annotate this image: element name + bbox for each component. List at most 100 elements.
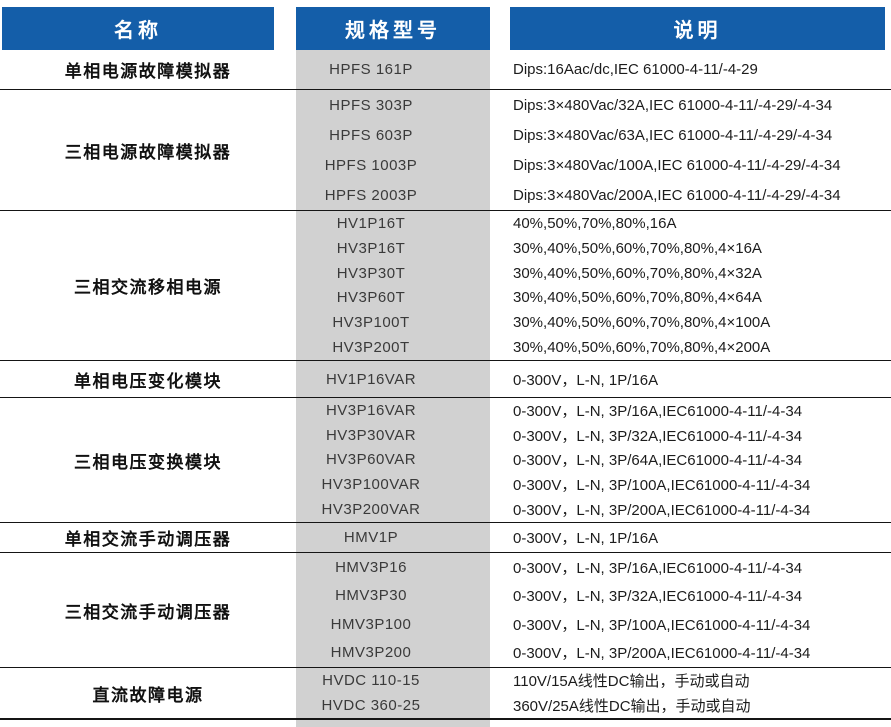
table-row: HV3P16T 30%,40%,50%,60%,70%,80%,4×16A	[296, 236, 891, 261]
table-row: HPFS 303P Dips:3×480Vac/32A,IEC 61000-4-1…	[296, 90, 891, 120]
section-name-cell: 三相电压变换模块	[0, 398, 296, 522]
model-cell: HV3P60VAR	[325, 451, 417, 469]
table-row: HV1P16T 40%,50%,70%,80%,16A	[296, 211, 891, 236]
description-cell: 0-300V，L-N, 3P/16A,IEC61000-4-11/-4-34	[513, 402, 803, 420]
description-cell: 30%,40%,50%,60%,70%,80%,4×200A	[513, 339, 771, 357]
description-cell: 0-300V，L-N, 3P/64A,IEC61000-4-11/-4-34	[513, 452, 803, 470]
description-cell: 360V/25A线性DC输出，手动或自动	[513, 698, 751, 715]
model-cell: HV3P30VAR	[325, 426, 417, 444]
model-cell: HVDC 360-25	[321, 697, 421, 714]
section-rows: HV3P16VAR 0-300V，L-N, 3P/16A,IEC61000-4-1…	[296, 398, 891, 522]
table-row: HV3P100VAR 0-300V，L-N, 3P/100A,IEC61000-4…	[296, 472, 891, 497]
table-row: HPFS 161P Dips:16Aac/dc,IEC 61000-4-11/-4…	[296, 50, 891, 89]
section-name: 三相交流手动调压器	[64, 602, 232, 622]
model-cell: HV3P100T	[332, 314, 410, 332]
section-name: 三相电源故障模拟器	[64, 142, 232, 162]
section-rows: HMV3P16 0-300V，L-N, 3P/16A,IEC61000-4-11/…	[296, 553, 891, 667]
description-cell: Dips:3×480Vac/32A,IEC 61000-4-11/-4-29/-…	[513, 96, 833, 114]
section-name-cell: 单相电压变化模块	[0, 361, 296, 397]
model-cell: HMV3P30	[335, 587, 407, 605]
table-section: 直流故障电源 HVDC 110-15 110V/15A线性DC输出，手动或自动 HVD…	[0, 668, 891, 720]
table-row: HV3P16VAR 0-300V，L-N, 3P/16A,IEC61000-4-1…	[296, 398, 891, 423]
table-section: 单相电源故障模拟器 HPFS 161P Dips:16Aac/dc,IEC 6100…	[0, 50, 891, 90]
table-row: HVDC 110-15 110V/15A线性DC输出，手动或自动	[296, 668, 891, 693]
table-row: HV3P200VAR 0-300V，L-N, 3P/200A,IEC61000-4…	[296, 497, 891, 522]
section-name: 单相电源故障模拟器	[64, 62, 232, 81]
table-section: 三相电源故障模拟器 HPFS 303P Dips:3×480Vac/32A,IEC …	[0, 90, 891, 211]
section-name-cell: 三相交流手动调压器	[0, 553, 296, 667]
description-cell: 30%,40%,50%,60%,70%,80%,4×32A	[513, 264, 762, 282]
model-cell: HV1P16VAR	[325, 370, 417, 388]
section-name: 单相电压变化模块	[74, 371, 222, 391]
section-name-cell: 单相电源故障模拟器	[0, 50, 296, 89]
model-cell: HMV3P200	[330, 644, 412, 662]
model-cell: HPFS 303P	[329, 96, 413, 114]
model-cell: HV3P100VAR	[321, 476, 421, 494]
table-section: 三相交流手动调压器 HMV3P16 0-300V，L-N, 3P/16A,IEC61…	[0, 553, 891, 668]
model-cell: HV3P60T	[336, 289, 406, 307]
model-cell: HVDC 110-15	[322, 672, 420, 689]
table-row: HPFS 603P Dips:3×480Vac/63A,IEC 61000-4-1…	[296, 120, 891, 150]
section-rows: HV1P16VAR 0-300V，L-N, 1P/16A	[296, 361, 891, 397]
table-section: 三相电压变换模块 HV3P16VAR 0-300V，L-N, 3P/16A,IEC6…	[0, 398, 891, 523]
section-rows: HMV1P 0-300V，L-N, 1P/16A	[296, 523, 891, 552]
description-cell: 0-300V，L-N, 1P/16A	[513, 530, 659, 547]
model-cell: HPFS 2003P	[324, 186, 418, 204]
description-cell: 30%,40%,50%,60%,70%,80%,4×16A	[513, 239, 762, 257]
model-cell: HPFS 161P	[329, 61, 413, 78]
section-rows: HPFS 303P Dips:3×480Vac/32A,IEC 61000-4-1…	[296, 90, 891, 210]
description-cell: 30%,40%,50%,60%,70%,80%,4×100A	[513, 314, 771, 332]
model-cell: HMV1P	[343, 529, 399, 546]
model-cell: HV1P16T	[336, 214, 406, 232]
column-header-description: 说明	[510, 7, 885, 50]
description-cell: 0-300V，L-N, 3P/100A,IEC61000-4-11/-4-34	[513, 477, 811, 495]
section-name-cell: 三相交流移相电源	[0, 211, 296, 360]
model-cell: HMV3P100	[330, 615, 412, 633]
model-cell: HMV3P16	[335, 558, 407, 576]
table-row: HV3P200T 30%,40%,50%,60%,70%,80%,4×200A	[296, 335, 891, 360]
description-cell: 0-300V，L-N, 1P/16A	[513, 371, 659, 389]
table-row: HMV3P100 0-300V，L-N, 3P/100A,IEC61000-4-1…	[296, 610, 891, 639]
table-row: HV3P30VAR 0-300V，L-N, 3P/32A,IEC61000-4-1…	[296, 423, 891, 448]
table-row: HV1P16VAR 0-300V，L-N, 1P/16A	[296, 361, 891, 397]
section-rows: HVDC 110-15 110V/15A线性DC输出，手动或自动 HVDC 360-…	[296, 668, 891, 718]
table-row: HV3P100T 30%,40%,50%,60%,70%,80%,4×100A	[296, 310, 891, 335]
section-name: 三相交流移相电源	[74, 278, 222, 297]
table-row: HMV3P30 0-300V，L-N, 3P/32A,IEC61000-4-11/…	[296, 582, 891, 611]
model-cell: HPFS 1003P	[324, 156, 418, 174]
table-section: 单相电压变化模块 HV1P16VAR 0-300V，L-N, 1P/16A	[0, 361, 891, 398]
column-header-model: 规格型号	[296, 7, 490, 50]
table-row: HPFS 1003P Dips:3×480Vac/100A,IEC 61000-4…	[296, 150, 891, 180]
table-section: 单相交流手动调压器 HMV1P 0-300V，L-N, 1P/16A	[0, 523, 891, 553]
description-cell: 0-300V，L-N, 3P/16A,IEC61000-4-11/-4-34	[513, 559, 803, 577]
description-cell: 0-300V，L-N, 3P/200A,IEC61000-4-11/-4-34	[513, 502, 811, 520]
model-cell: HPFS 603P	[329, 126, 413, 144]
column-header-name: 名称	[2, 7, 274, 50]
model-cell: HV3P200T	[332, 339, 410, 357]
section-name: 直流故障电源	[92, 685, 204, 705]
section-rows: HV1P16T 40%,50%,70%,80%,16A HV3P16T 30%,40%…	[296, 211, 891, 360]
description-cell: Dips:3×480Vac/63A,IEC 61000-4-11/-4-29/-…	[513, 126, 833, 144]
description-cell: Dips:16Aac/dc,IEC 61000-4-11/-4-29	[513, 61, 758, 78]
description-cell: 110V/15A线性DC输出，手动或自动	[513, 673, 750, 690]
description-cell: 0-300V，L-N, 3P/32A,IEC61000-4-11/-4-34	[513, 588, 803, 606]
description-cell: 0-300V，L-N, 3P/100A,IEC61000-4-11/-4-34	[513, 616, 811, 634]
model-cell: HV3P16VAR	[325, 401, 417, 419]
section-name: 单相交流手动调压器	[64, 530, 232, 549]
table-row: HV3P60T 30%,40%,50%,60%,70%,80%,4×64A	[296, 285, 891, 310]
section-name-cell: 三相电源故障模拟器	[0, 90, 296, 210]
table-row: HV3P30T 30%,40%,50%,60%,70%,80%,4×32A	[296, 261, 891, 286]
description-cell: Dips:3×480Vac/100A,IEC 61000-4-11/-4-29/…	[513, 156, 841, 174]
table-row: HMV1P 0-300V，L-N, 1P/16A	[296, 523, 891, 552]
section-name-cell: 单相交流手动调压器	[0, 523, 296, 552]
description-cell: 30%,40%,50%,60%,70%,80%,4×64A	[513, 289, 762, 307]
model-cell: HV3P16T	[336, 239, 406, 257]
table-header-row: 名称 规格型号 说明	[0, 0, 891, 50]
table-row: HMV3P16 0-300V，L-N, 3P/16A,IEC61000-4-11/…	[296, 553, 891, 582]
description-cell: Dips:3×480Vac/200A,IEC 61000-4-11/-4-29/…	[513, 186, 841, 204]
table-row: HVDC 360-25 360V/25A线性DC输出，手动或自动	[296, 693, 891, 718]
table-row: HV3P60VAR 0-300V，L-N, 3P/64A,IEC61000-4-1…	[296, 448, 891, 473]
table-row: HMV3P200 0-300V，L-N, 3P/200A,IEC61000-4-1…	[296, 639, 891, 668]
section-name: 三相电压变换模块	[74, 452, 222, 472]
